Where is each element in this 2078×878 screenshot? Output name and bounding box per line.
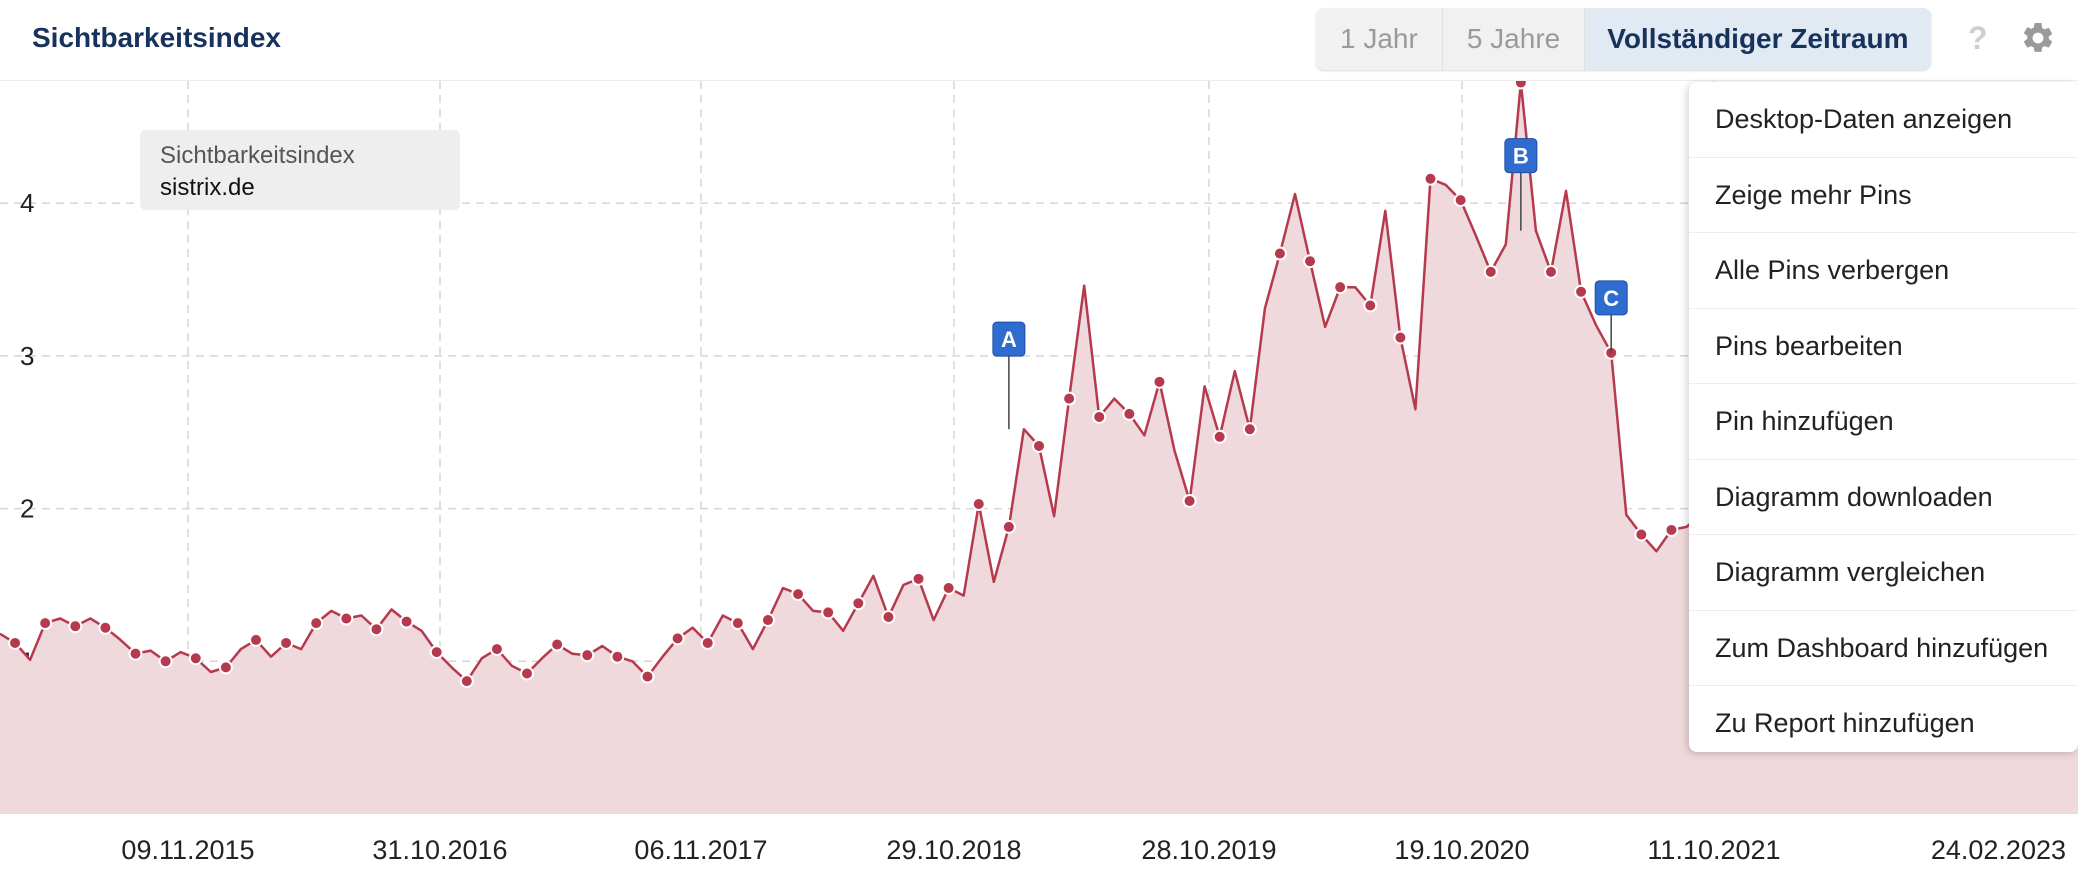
data-point — [98, 620, 113, 635]
data-point — [1212, 429, 1227, 444]
data-point — [1423, 171, 1438, 186]
data-point — [8, 635, 23, 650]
data-point — [1513, 81, 1528, 90]
x-tick-label: 11.10.2021 — [1647, 835, 1780, 865]
gear-icon[interactable] — [2020, 20, 2056, 56]
data-point — [1122, 406, 1137, 421]
data-point — [791, 587, 806, 602]
time-range-selector: 1 Jahr 5 Jahre Vollständiger Zeitraum — [1316, 8, 1931, 70]
data-point — [1182, 493, 1197, 508]
data-point — [881, 610, 896, 625]
chart-title: Sichtbarkeitsindex — [32, 22, 281, 53]
data-point — [309, 616, 324, 631]
data-point — [1393, 330, 1408, 345]
x-tick-label: 24.02.2023 — [1931, 835, 2066, 865]
data-point — [158, 654, 173, 669]
data-point — [821, 605, 836, 620]
data-point — [1664, 522, 1679, 537]
data-point — [550, 637, 565, 652]
data-point — [1453, 193, 1468, 208]
y-tick-label: 2 — [20, 494, 34, 524]
menu-item-add-to-dashboard[interactable]: Zum Dashboard hinzufügen — [1689, 611, 2078, 686]
data-point — [1543, 264, 1558, 279]
data-point — [1634, 527, 1649, 542]
menu-item-edit-pins[interactable]: Pins bearbeiten — [1689, 309, 2078, 384]
data-point — [1333, 280, 1348, 295]
menu-item-show-desktop-data[interactable]: Desktop-Daten anzeigen — [1689, 82, 2078, 158]
data-point — [489, 642, 504, 657]
data-point — [128, 646, 143, 661]
data-point — [610, 649, 625, 664]
data-point — [1092, 409, 1107, 424]
question-icon[interactable]: ? — [1968, 20, 1988, 56]
menu-item-add-pin[interactable]: Pin hinzufügen — [1689, 384, 2078, 460]
x-tick-label: 31.10.2016 — [372, 835, 507, 865]
data-point — [1062, 391, 1077, 406]
data-point — [1303, 254, 1318, 269]
x-tick-label: 29.10.2018 — [886, 835, 1021, 865]
pin-marker — [1504, 138, 1538, 174]
data-point — [339, 611, 354, 626]
data-point — [1242, 422, 1257, 437]
data-point — [1032, 438, 1046, 453]
data-point — [730, 616, 745, 631]
range-full-period-button[interactable]: Vollständiger Zeitraum — [1585, 8, 1931, 70]
data-point — [68, 619, 83, 634]
data-point — [580, 648, 595, 663]
range-5-years-button[interactable]: 5 Jahre — [1443, 8, 1586, 70]
y-tick-label: 4 — [20, 188, 34, 218]
data-point — [1574, 284, 1589, 299]
data-point — [911, 571, 926, 586]
x-tick-label: 06.11.2017 — [634, 835, 767, 865]
menu-item-download-chart[interactable]: Diagramm downloaden — [1689, 460, 2078, 535]
x-tick-label: 28.10.2019 — [1141, 835, 1276, 865]
pin-marker — [1594, 280, 1628, 316]
data-point — [971, 497, 986, 512]
menu-item-compare-chart[interactable]: Diagramm vergleichen — [1689, 535, 2078, 611]
data-point — [279, 635, 294, 650]
chart-header: Sichtbarkeitsindex 1 Jahr 5 Jahre Vollst… — [0, 0, 2078, 81]
menu-item-show-more-pins[interactable]: Zeige mehr Pins — [1689, 158, 2078, 233]
pin-label: C — [1603, 286, 1619, 311]
data-point — [520, 666, 535, 681]
pin-label: B — [1513, 144, 1529, 169]
data-point — [1001, 519, 1016, 534]
menu-item-hide-all-pins[interactable]: Alle Pins verbergen — [1689, 233, 2078, 309]
data-point — [640, 669, 655, 684]
data-point — [700, 635, 715, 650]
x-tick-label: 09.11.2015 — [121, 835, 254, 865]
data-point — [670, 631, 685, 646]
data-point — [1272, 246, 1287, 261]
data-point — [1363, 298, 1378, 313]
data-point — [188, 651, 203, 666]
data-point — [38, 616, 53, 631]
data-point — [1483, 264, 1498, 279]
legend-tooltip-domain: sistrix.de — [160, 174, 255, 201]
data-point — [369, 622, 384, 637]
data-point — [760, 613, 775, 628]
data-point — [941, 580, 956, 595]
data-point — [218, 660, 233, 675]
menu-item-add-to-report[interactable]: Zu Report hinzufügen — [1715, 708, 1975, 738]
range-1-year-button[interactable]: 1 Jahr — [1316, 8, 1443, 70]
data-point — [459, 674, 474, 689]
legend-tooltip: Sichtbarkeitsindex sistrix.de — [140, 130, 460, 210]
data-point — [429, 645, 444, 660]
data-point — [248, 632, 263, 647]
visibility-index-chart: 123409.11.201531.10.201606.11.201729.10.… — [0, 81, 2078, 865]
y-tick-label: 3 — [20, 341, 34, 371]
legend-tooltip-label: Sichtbarkeitsindex — [160, 142, 355, 169]
data-point — [399, 614, 414, 629]
pin-marker — [992, 321, 1026, 357]
data-point — [851, 596, 866, 611]
pin-label: A — [1001, 327, 1017, 352]
chart-options-menu: Desktop-Daten anzeigen Zeige mehr Pins A… — [1689, 82, 2078, 752]
x-tick-label: 19.10.2020 — [1394, 835, 1529, 865]
data-point — [1152, 374, 1167, 389]
